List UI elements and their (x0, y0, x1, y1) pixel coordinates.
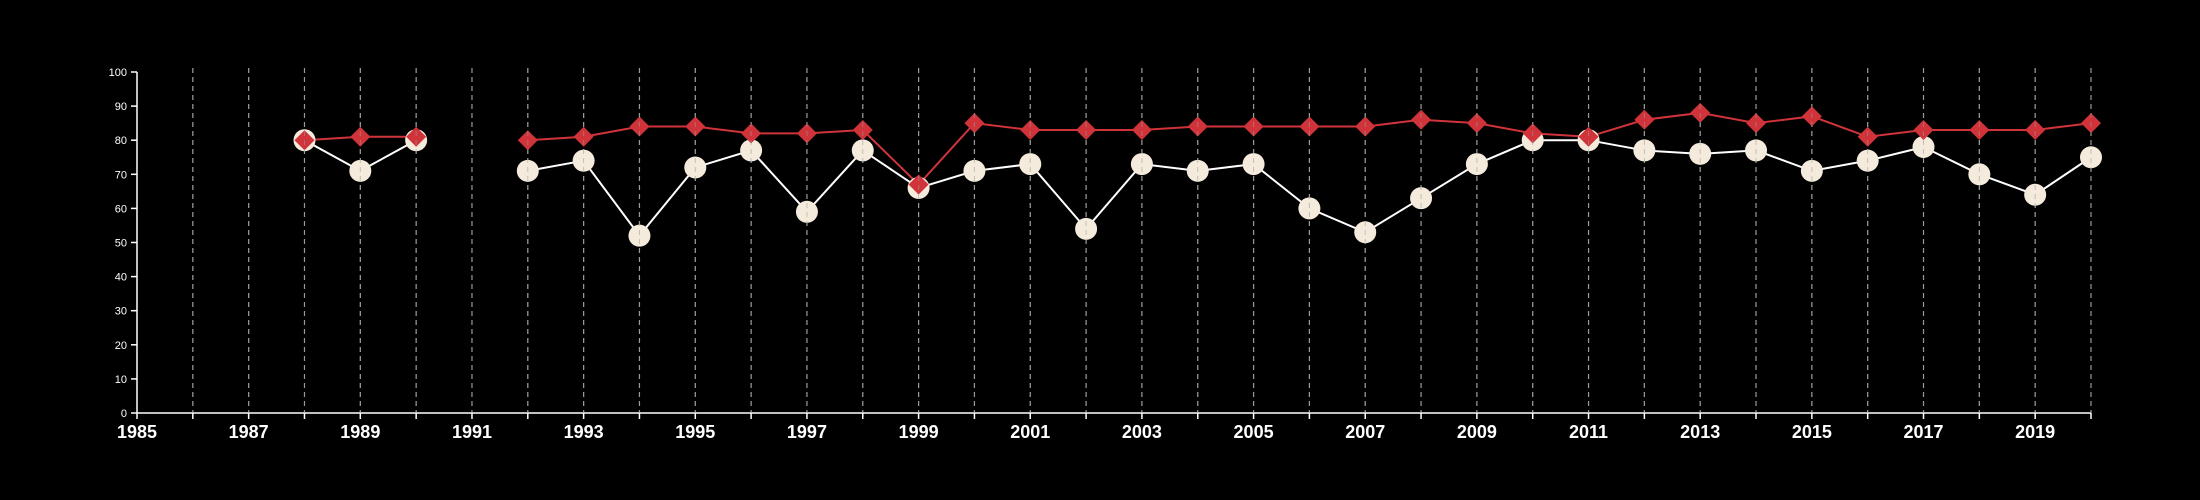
x-tick-label: 1989 (340, 422, 380, 442)
series-1-point (1968, 163, 1991, 186)
series-2-point (1913, 119, 1934, 140)
x-tick-label: 2013 (1680, 422, 1720, 442)
series-layer (192, 68, 2102, 413)
series-2-point (2025, 119, 2046, 140)
series-1-point (1242, 153, 1265, 176)
series-1-point (628, 224, 651, 247)
y-tick-label: 90 (115, 101, 127, 113)
y-tick-label: 20 (115, 340, 127, 352)
x-tick-label: 2007 (1345, 422, 1385, 442)
y-tick-label: 80 (115, 135, 127, 147)
y-tick-label: 30 (115, 306, 127, 318)
series-2-point (1634, 109, 1655, 130)
y-tick-label: 100 (109, 67, 127, 79)
x-tick-label: 1993 (564, 422, 604, 442)
series-2-point (350, 126, 371, 147)
y-tick-label: 40 (115, 272, 127, 284)
x-tick-label: 1985 (117, 422, 157, 442)
y-tick-label: 10 (115, 374, 127, 386)
series-2-point (852, 119, 873, 140)
series-1-point (1130, 153, 1153, 176)
x-tick-label: 2003 (1122, 422, 1162, 442)
x-tick-label: 2011 (1569, 422, 1608, 442)
x-tick-label: 2017 (1903, 422, 1943, 442)
series-1-point (1298, 197, 1321, 220)
x-tick-label: 1991 (452, 422, 492, 442)
x-tick-label: 2005 (1234, 422, 1274, 442)
series-2-point (406, 126, 427, 147)
series-1-point (1912, 136, 1935, 159)
y-tick-label: 60 (115, 203, 127, 215)
x-tick-label: 2001 (1010, 422, 1050, 442)
x-tick-label: 2009 (1457, 422, 1497, 442)
series-2-point (1131, 119, 1152, 140)
x-tick-label: 1995 (675, 422, 715, 442)
series-2-point (1578, 126, 1599, 147)
series-2-point (1857, 126, 1878, 147)
x-tick-label: 2015 (1792, 422, 1832, 442)
series-1-point (2080, 146, 2102, 169)
series-2-point (573, 126, 594, 147)
x-tick-label: 1999 (899, 422, 939, 442)
y-tick-label: 50 (115, 238, 127, 250)
series-1-point (1019, 153, 1042, 176)
x-tick-label: 2019 (2015, 422, 2055, 442)
y-tick-label: 0 (121, 408, 127, 420)
series-1-point (1465, 153, 1488, 176)
x-tick-label: 1987 (229, 422, 269, 442)
axes: 0 10 20 30 40 50 60 70 80 90 100 1985 1987 1989 1991 19… (109, 67, 2092, 442)
series-2-point (1411, 109, 1432, 130)
series-1-point (795, 200, 818, 223)
series-2-point (1969, 119, 1990, 140)
series-2-point (1690, 102, 1711, 123)
y-tick-label: 70 (115, 169, 127, 181)
series-2-point (1076, 119, 1097, 140)
x-tick-label: 1997 (787, 422, 827, 442)
series-2-point (908, 174, 929, 195)
series-1-point (1075, 217, 1098, 240)
series-2-point (1020, 119, 1041, 140)
